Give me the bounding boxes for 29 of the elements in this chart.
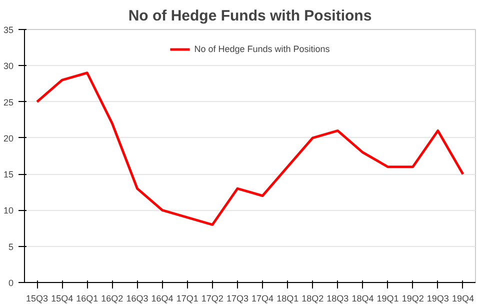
y-tick-label: 0 bbox=[8, 278, 14, 288]
x-tick-label: 19Q3 bbox=[426, 294, 449, 304]
x-tick-label: 19Q4 bbox=[452, 294, 474, 304]
x-tick-label: 19Q1 bbox=[376, 294, 399, 304]
x-tick-label: 17Q3 bbox=[226, 294, 248, 304]
line-series bbox=[36, 72, 464, 226]
y-tick-label: 30 bbox=[3, 61, 14, 72]
y-tick-label: 15 bbox=[3, 170, 14, 180]
y-tick-label: 25 bbox=[3, 97, 14, 108]
x-tick-label: 15Q4 bbox=[51, 294, 74, 304]
y-tick-label: 20 bbox=[3, 133, 14, 144]
x-tick-label: 16Q4 bbox=[151, 294, 174, 304]
y-tick-label: 5 bbox=[8, 242, 14, 252]
x-tick-label: 16Q1 bbox=[76, 294, 98, 304]
x-tick-label: 16Q2 bbox=[101, 294, 124, 304]
x-tick-label: 18Q2 bbox=[302, 294, 324, 304]
x-tick-label: 18Q4 bbox=[352, 294, 374, 304]
x-tick-label: 15Q3 bbox=[26, 294, 48, 304]
chart-title: No of Hedge Funds with Positions bbox=[128, 8, 372, 24]
x-tick-label: 17Q4 bbox=[252, 294, 274, 304]
y-tick-label: 35 bbox=[3, 25, 14, 35]
x-tick-label: 16Q3 bbox=[126, 294, 148, 304]
legend-label: No of Hedge Funds with Positions bbox=[194, 44, 330, 54]
x-tick-label: 18Q3 bbox=[326, 294, 349, 304]
y-tick-label: 10 bbox=[3, 206, 14, 216]
x-tick-label: 19Q2 bbox=[402, 294, 424, 304]
x-tick-label: 18Q1 bbox=[276, 294, 299, 304]
x-tick-label: 17Q2 bbox=[201, 294, 224, 304]
x-tick-label: 17Q1 bbox=[176, 294, 198, 304]
